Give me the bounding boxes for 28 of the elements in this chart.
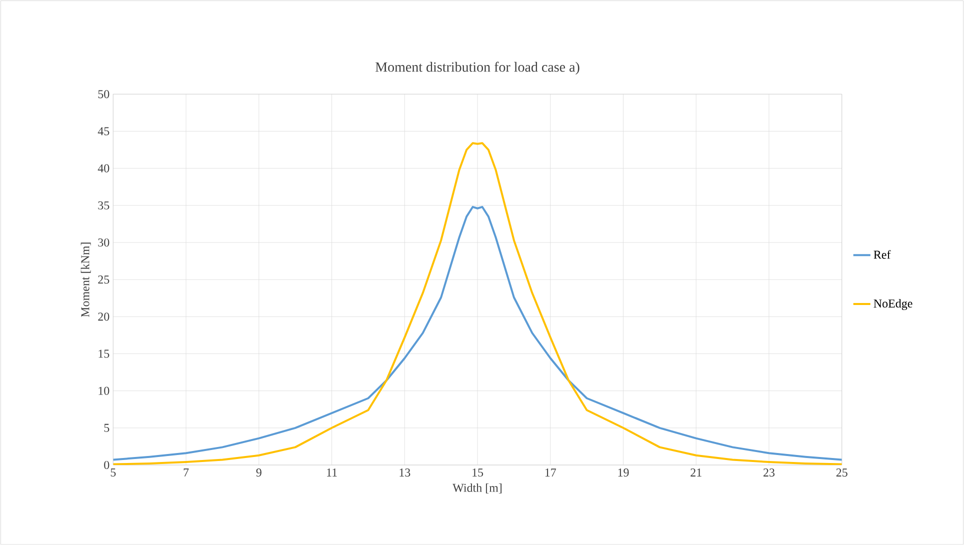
x-axis-title: Width [m]: [452, 483, 502, 494]
x-tick-label: 21: [690, 468, 702, 476]
legend-label: Ref: [874, 250, 891, 259]
y-axis-title: Moment [kNm]: [80, 242, 91, 317]
x-tick-label: 9: [256, 468, 262, 476]
y-tick-label: 15: [98, 350, 110, 358]
x-tick-label: 5: [110, 468, 116, 476]
x-tick-label: 23: [764, 468, 775, 476]
y-tick-label: 10: [98, 386, 110, 395]
x-tick-label: 11: [327, 468, 337, 476]
y-tick-label: 20: [98, 312, 110, 321]
y-tick-label: 5: [104, 424, 110, 432]
x-tick-label: 13: [400, 468, 410, 476]
y-tick-label: 30: [98, 238, 110, 246]
legend-label: NoEdge: [874, 299, 912, 310]
y-tick-label: 0: [104, 460, 110, 469]
y-tick-label: 35: [98, 201, 110, 210]
x-tick-label: 7: [184, 468, 189, 476]
x-tick-label: 15: [472, 468, 484, 476]
x-tick-label: 19: [618, 468, 629, 476]
line-series: [113, 142, 842, 465]
y-tick-label: 45: [98, 127, 110, 136]
chart-title: Moment distribution for load case a): [376, 62, 580, 75]
y-tick-label: 25: [98, 275, 110, 284]
x-tick-label: 25: [836, 468, 848, 476]
y-tick-label: 40: [98, 164, 110, 172]
y-tick-label: 50: [98, 90, 110, 98]
x-tick-label: 17: [545, 468, 556, 476]
